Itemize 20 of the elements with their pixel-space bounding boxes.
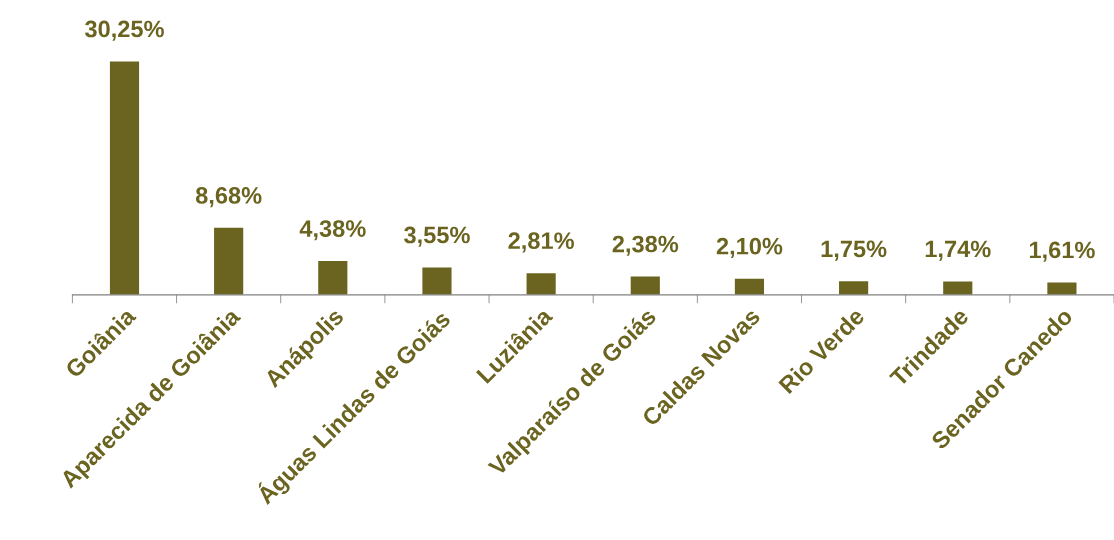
bar <box>943 281 973 295</box>
bar <box>734 278 765 295</box>
bar <box>526 273 556 295</box>
bar <box>318 261 348 295</box>
data-label: 8,68% <box>195 187 262 208</box>
bar <box>109 61 140 295</box>
data-label: 1,75% <box>821 240 887 261</box>
data-label: 1,74% <box>925 240 991 261</box>
bar <box>630 276 660 295</box>
bar <box>1047 282 1077 295</box>
data-label: 3,55% <box>404 226 470 247</box>
data-label: 2,81% <box>508 232 574 253</box>
bar <box>422 267 452 295</box>
data-label: 30,25% <box>84 20 164 41</box>
data-label: 1,61% <box>1029 241 1095 262</box>
data-label: 2,38% <box>612 235 679 256</box>
data-label: 4,38% <box>299 220 366 241</box>
data-label: 2,10% <box>716 237 783 258</box>
bar <box>839 281 869 295</box>
bar <box>214 227 244 295</box>
